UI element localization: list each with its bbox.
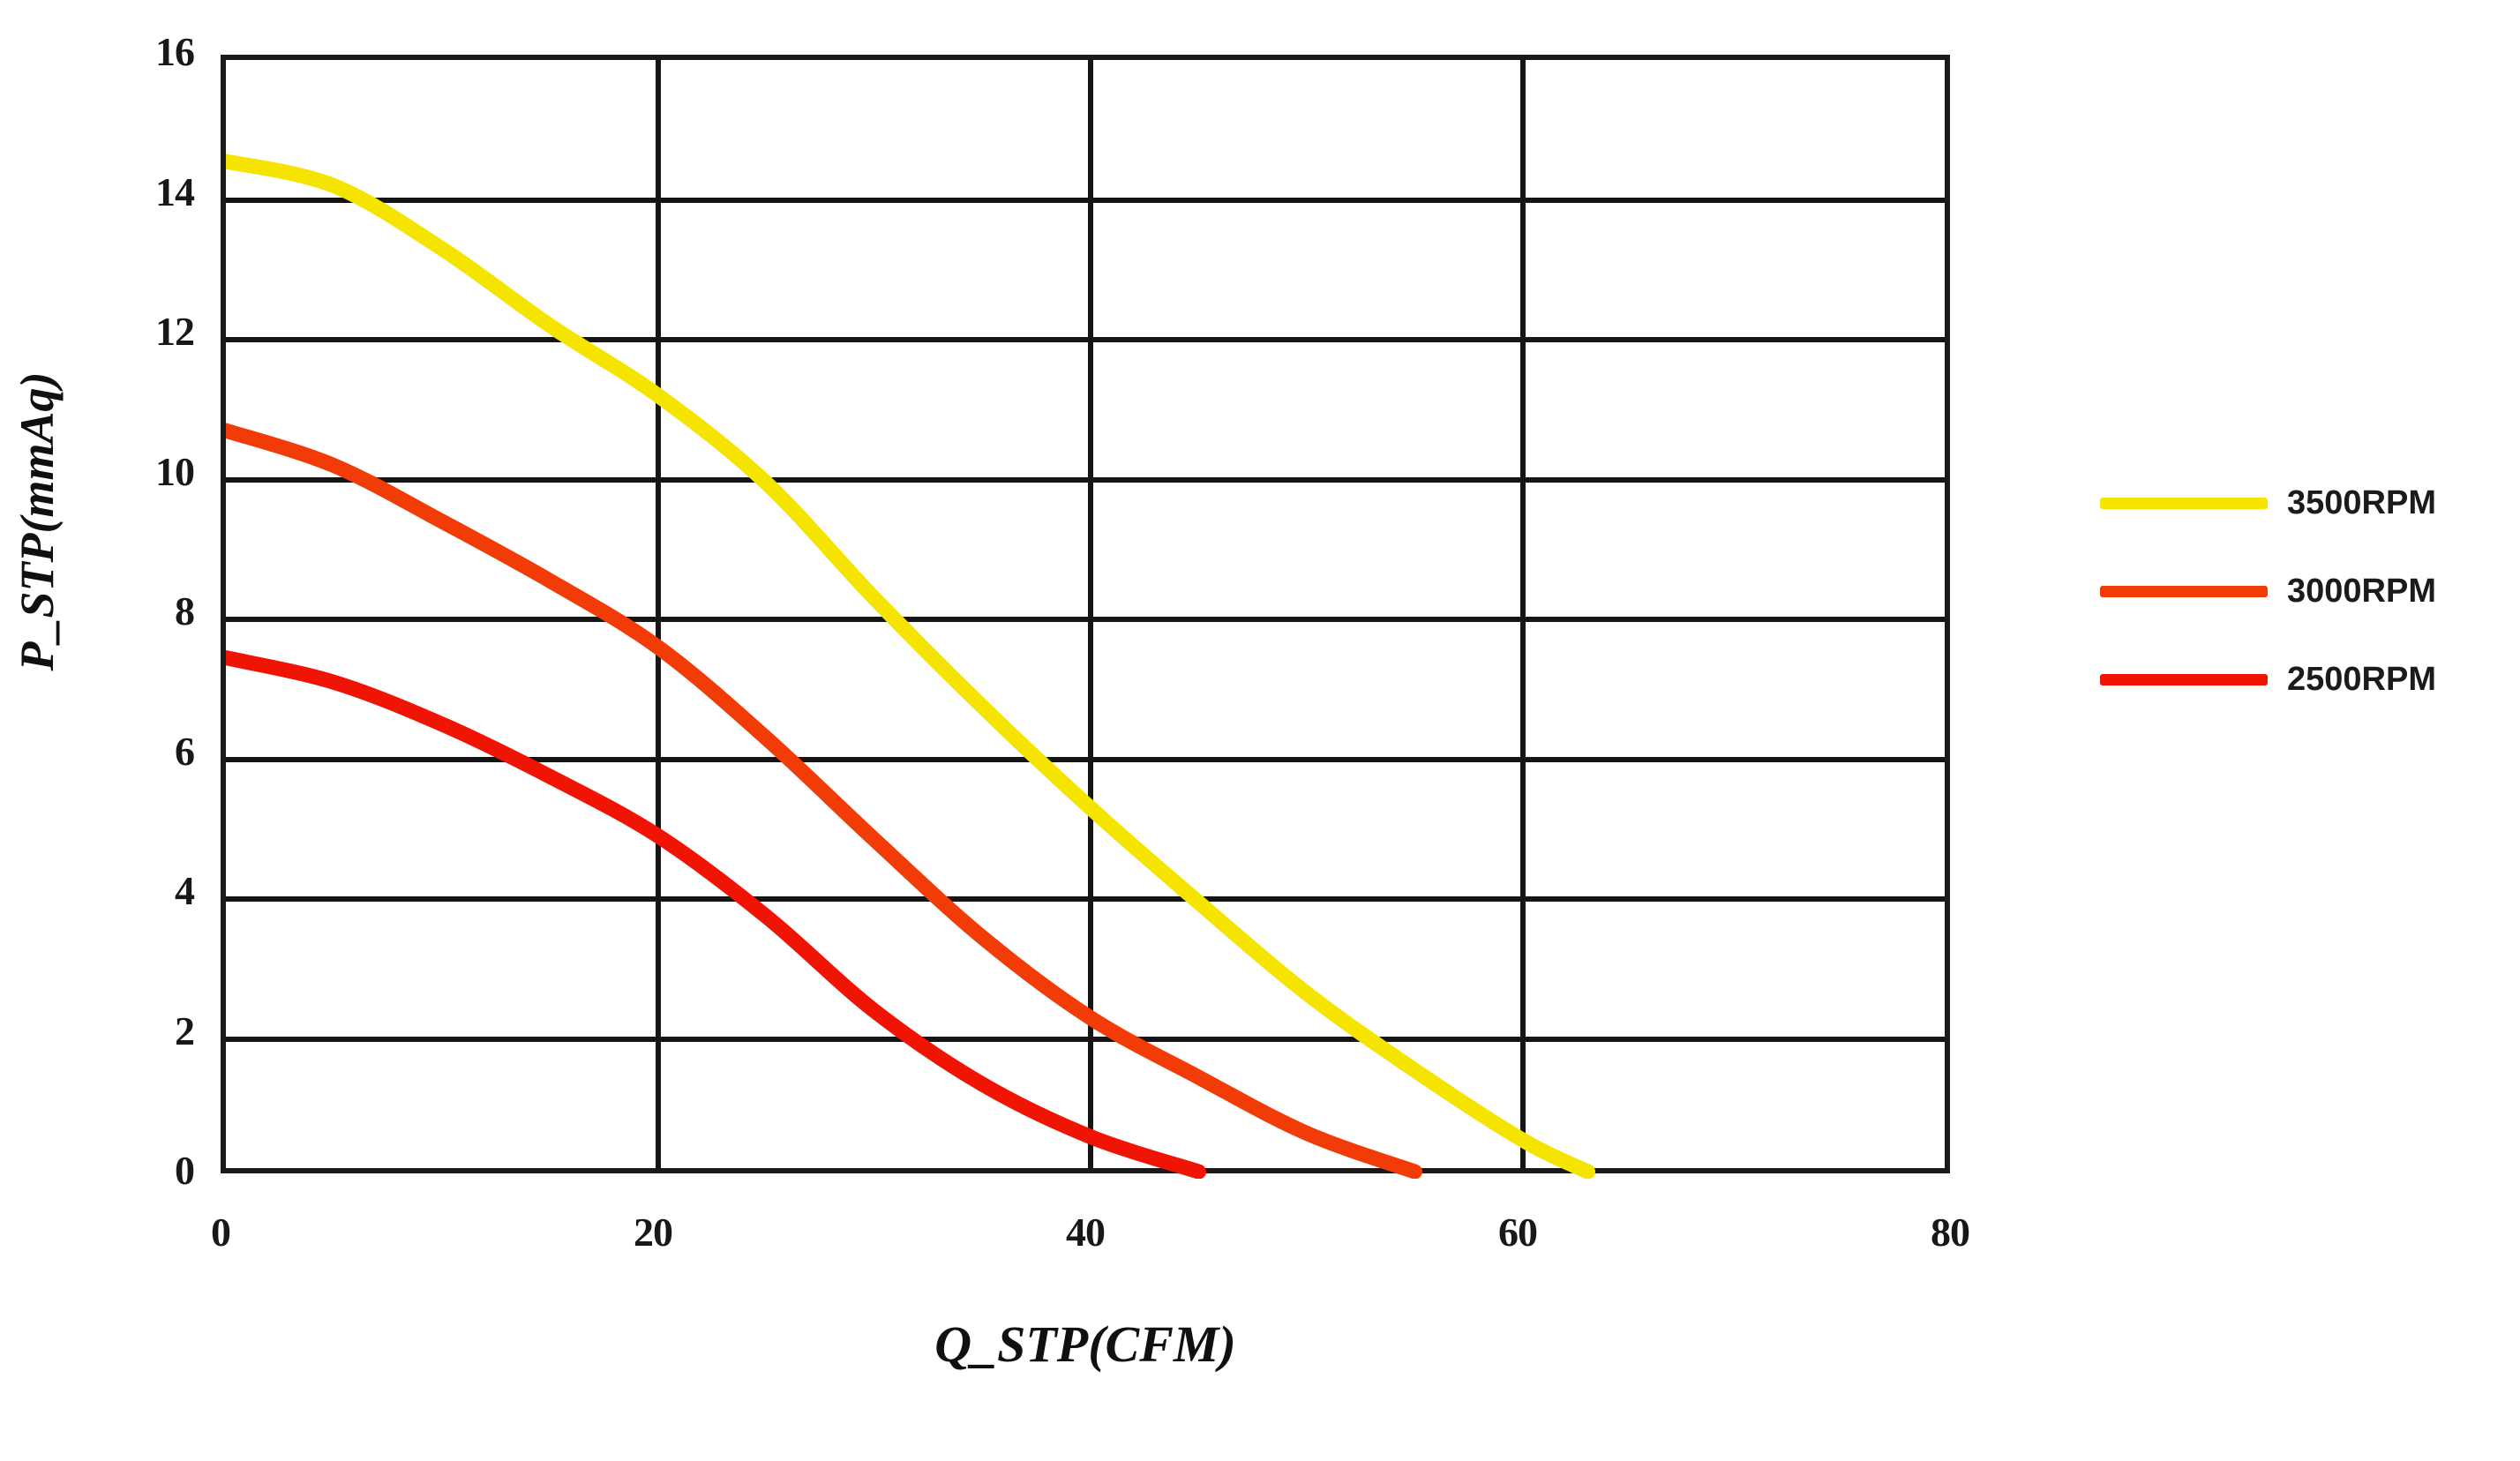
y-tick-label: 4 — [175, 868, 195, 913]
plot-area — [221, 55, 1950, 1179]
y-tick-label: 6 — [175, 728, 195, 774]
legend-label: 3000RPM — [2287, 572, 2436, 610]
legend-swatch-icon — [2100, 585, 2268, 597]
legend-swatch-icon — [2100, 497, 2268, 509]
legend-item[interactable]: 2500RPM — [2100, 635, 2506, 723]
x-tick-label: 0 — [211, 1210, 231, 1255]
gridline-horizontal — [226, 1036, 1945, 1042]
gridline-horizontal — [226, 337, 1945, 342]
y-tick-label: 10 — [155, 448, 195, 494]
legend-swatch-icon — [2100, 673, 2268, 686]
legend-label: 3500RPM — [2287, 483, 2436, 521]
x-axis-title: Q_STP(CFM) — [934, 1315, 1236, 1373]
legend: 3500RPM 3000RPM 2500RPM — [2100, 459, 2506, 723]
gridline-horizontal — [226, 197, 1945, 203]
y-axis-title: P_STP(mmAq) — [11, 371, 64, 671]
series-line — [226, 154, 1595, 1179]
y-tick-label: 16 — [155, 29, 195, 74]
gridline-vertical — [1088, 60, 1093, 1168]
x-tick-label: 80 — [1931, 1210, 1970, 1255]
y-tick-label: 12 — [155, 309, 195, 354]
gridline-horizontal — [226, 756, 1945, 762]
gridline-horizontal — [226, 896, 1945, 902]
x-tick-label: 40 — [1066, 1210, 1106, 1255]
x-tick-label: 20 — [634, 1210, 673, 1255]
legend-label: 2500RPM — [2287, 660, 2436, 698]
series-line — [226, 650, 1206, 1179]
series-line — [226, 423, 1422, 1179]
y-tick-label: 8 — [175, 588, 195, 633]
legend-item[interactable]: 3000RPM — [2100, 547, 2506, 635]
gridline-vertical — [1520, 60, 1526, 1168]
y-tick-label: 2 — [175, 1008, 195, 1053]
gridline-horizontal — [226, 617, 1945, 622]
x-tick-label: 60 — [1498, 1210, 1538, 1255]
gridline-vertical — [656, 60, 661, 1168]
gridline-horizontal — [226, 476, 1945, 483]
y-tick-label: 14 — [155, 169, 195, 214]
legend-item[interactable]: 3500RPM — [2100, 459, 2506, 547]
y-tick-label: 0 — [175, 1148, 195, 1193]
